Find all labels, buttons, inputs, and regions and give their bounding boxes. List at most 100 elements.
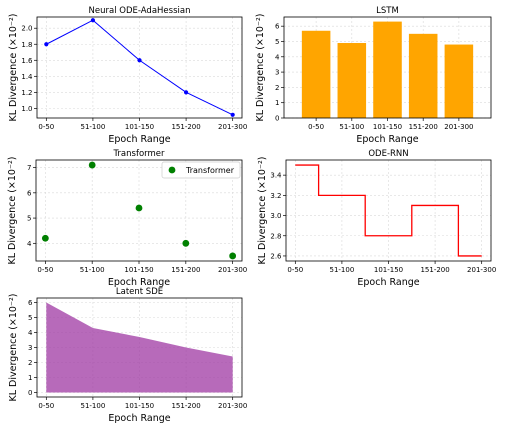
x-tick-label: 0-50	[287, 266, 303, 274]
x-axis-label: Epoch Range	[108, 134, 170, 145]
chart-title: LSTM	[376, 6, 399, 16]
y-axis-label: KL Divergence (×10⁻²)	[8, 294, 19, 402]
x-axis: 0-50 51-100 101-150 151-200 201-300	[38, 118, 247, 131]
y-tick-label: 4	[27, 240, 32, 248]
y-tick-label: 0	[275, 115, 279, 123]
y-tick-label: 4	[275, 53, 280, 61]
point-151-200	[183, 90, 189, 95]
series-marks	[301, 21, 474, 119]
x-tick-label: 101-150	[125, 402, 154, 410]
y-axis: 0 1 2 3 4 5 6	[28, 299, 37, 397]
chart-title: Latent SDE	[116, 287, 163, 297]
series-marks	[295, 164, 482, 257]
series-marks	[44, 18, 235, 117]
x-tick-label: 151-200	[409, 123, 438, 131]
y-tick-label: 6	[275, 23, 280, 31]
y-tick-label: 6	[28, 299, 33, 307]
y-axis-label: KL Divergence (×10⁻²)	[255, 14, 266, 122]
x-axis-label: Epoch Range	[357, 277, 419, 288]
x-tick-label: 0-50	[308, 123, 324, 131]
x-axis: 0-50 51-100 101-150 151-200 201-300	[287, 261, 496, 274]
y-tick-label: 1.4	[21, 73, 33, 81]
y-tick-label: 3	[28, 344, 32, 352]
chart-title: Neural ODE-AdaHessian	[89, 6, 191, 16]
bar-51-100	[337, 43, 367, 118]
y-tick-label: 2	[28, 359, 32, 367]
x-axis-label: Epoch Range	[108, 277, 170, 288]
x-tick-label: 151-200	[420, 266, 449, 274]
chart-panel-3: 0-50 51-100 101-150 151-200 201-300 4 5 6 7 Trans…	[7, 149, 247, 288]
x-tick-label: 101-150	[373, 123, 402, 131]
point-0-50	[44, 42, 49, 47]
x-tick-label: 201-300	[218, 266, 247, 274]
x-tick-label: 51-100	[80, 266, 105, 274]
bar-151-200	[408, 33, 438, 119]
point-151-200	[182, 239, 190, 247]
series-marks	[46, 302, 233, 393]
x-tick-label: 51-100	[330, 266, 355, 274]
x-tick-label: 101-150	[124, 266, 153, 274]
grid	[286, 160, 491, 261]
y-tick-label: 5	[275, 38, 279, 46]
legend-marker	[168, 166, 176, 174]
grid	[37, 17, 242, 118]
y-tick-label: 2	[275, 84, 279, 92]
point-201-300	[230, 112, 235, 117]
x-tick-label: 201-300	[444, 123, 473, 131]
bar-101-150	[373, 21, 402, 118]
y-tick-label: 5	[28, 314, 32, 322]
y-tick-label: 0	[28, 389, 32, 397]
y-tick-label: 3.4	[270, 172, 282, 180]
chart-title: Transformer	[112, 149, 165, 159]
point-51-100	[88, 161, 96, 169]
y-tick-label: 1.8	[21, 41, 32, 49]
y-tick-label: 4	[28, 329, 33, 337]
chart-panel-1: 0-50 51-100 101-150 151-200 201-300 1.0 1.2 1.4…	[8, 6, 247, 145]
y-tick-label: 1	[28, 374, 32, 382]
x-tick-label: 201-300	[467, 266, 496, 274]
point-101-150	[135, 204, 143, 212]
x-axis-label: Epoch Range	[108, 413, 170, 424]
x-tick-label: 51-100	[81, 402, 106, 410]
x-tick-label: 101-150	[374, 266, 403, 274]
y-axis-label: KL Divergence (×10⁻²)	[257, 157, 268, 265]
x-tick-label: 0-50	[37, 266, 53, 274]
x-tick-label: 51-100	[81, 123, 106, 131]
y-tick-label: 3	[275, 69, 279, 77]
x-tick-label: 151-200	[171, 266, 200, 274]
point-51-100	[90, 18, 96, 23]
x-axis: 0-50 51-100 101-150 151-200 201-300	[308, 118, 474, 131]
series-line	[295, 164, 482, 257]
y-tick-label: 1	[275, 99, 279, 107]
y-axis: 0 1 2 3 4 5 6	[275, 23, 284, 123]
y-tick-label: 1.6	[21, 57, 33, 65]
x-axis: 0-50 51-100 101-150 151-200 201-300	[38, 397, 247, 410]
bar-201-300	[444, 44, 474, 118]
x-axis: 0-50 51-100 101-150 151-200 201-300	[37, 261, 247, 274]
y-tick-label: 6	[27, 189, 32, 197]
series-marks	[41, 161, 237, 260]
y-tick-label: 2.8	[270, 232, 281, 240]
chart-title: ODE-RNN	[368, 149, 408, 159]
legend: Transformer	[161, 161, 241, 179]
x-tick-label: 151-200	[171, 402, 200, 410]
y-tick-label: 1.2	[21, 89, 32, 97]
y-axis: 4 5 6 7	[27, 164, 36, 248]
point-0-50	[41, 234, 49, 242]
x-tick-label: 151-200	[171, 123, 200, 131]
area-fill	[46, 302, 233, 393]
y-tick-label: 3.2	[270, 192, 281, 200]
point-101-150	[137, 58, 142, 63]
x-tick-label: 51-100	[339, 123, 364, 131]
y-tick-label: 5	[27, 215, 31, 223]
y-axis: 2.6 2.8 3.0 3.2 3.4	[270, 172, 286, 260]
y-tick-label: 7	[27, 164, 31, 172]
legend-box	[161, 161, 241, 179]
y-tick-label: 2.6	[270, 252, 282, 260]
y-axis-label: KL Divergence (×10⁻²)	[7, 157, 18, 265]
chart-panel-2: 0-50 51-100 101-150 151-200 201-300 0 1 2 3 4 5 6 LS…	[255, 6, 492, 145]
x-axis-label: Epoch Range	[356, 134, 418, 145]
x-tick-label: 0-50	[38, 123, 54, 131]
bar-0-50	[301, 30, 331, 118]
